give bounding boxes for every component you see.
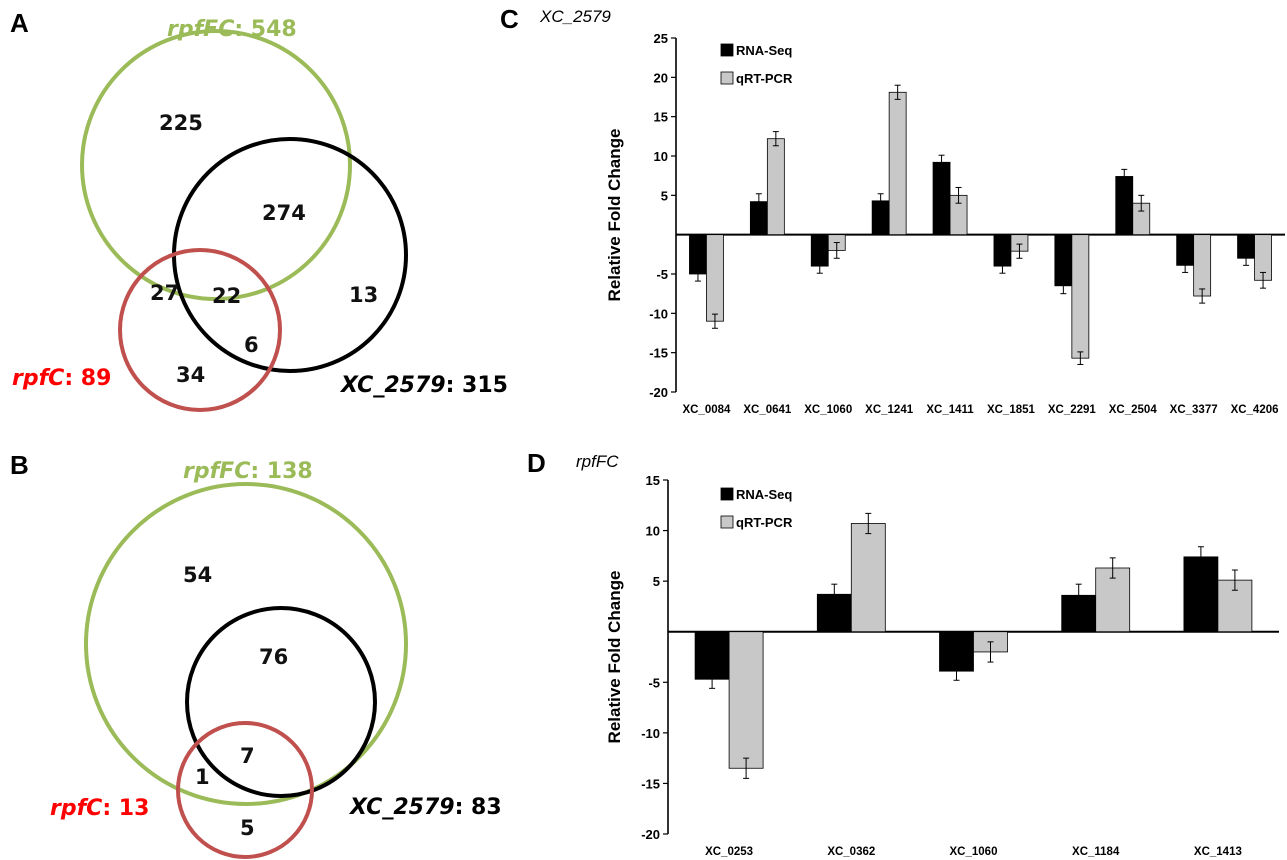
venn-a-circle-rpffc bbox=[80, 29, 352, 301]
y-tick-label: -15 bbox=[649, 346, 668, 361]
venn-a-count-rpffc-rpfc: 27 bbox=[150, 281, 179, 305]
x-tick-label: XC_1851 bbox=[987, 404, 1036, 416]
y-tick-label: -15 bbox=[641, 776, 660, 791]
y-tick-label: 25 bbox=[654, 31, 668, 46]
y-tick-label: -5 bbox=[648, 675, 660, 690]
panel-label-a: A bbox=[10, 8, 29, 38]
legend-label-qrt-pcr: qRT-PCR bbox=[736, 515, 793, 530]
venn-a-count-rpffc-only: 225 bbox=[159, 111, 203, 135]
venn-b-count-rpffc-xc: 76 bbox=[259, 645, 288, 669]
bar-qrt-pcr bbox=[1193, 234, 1212, 297]
venn-b-count-rpffc-rpfc: 1 bbox=[195, 765, 210, 789]
y-axis-label: Relative Fold Change bbox=[605, 571, 624, 744]
bar-qrt-pcr bbox=[1095, 567, 1131, 633]
x-tick-label: XC_2291 bbox=[1048, 404, 1097, 416]
chart-title: rpfFC bbox=[576, 452, 619, 471]
bar-qrt-pcr bbox=[850, 523, 886, 633]
x-tick-label: XC_0084 bbox=[682, 404, 731, 416]
y-tick-label: 15 bbox=[646, 473, 660, 488]
venn-diagram-a: rpfFC: 548 rpfC: 89 XC_2579: 315 225 274… bbox=[12, 17, 508, 412]
y-tick-label: 15 bbox=[654, 110, 668, 125]
y-tick-label: 10 bbox=[646, 524, 660, 539]
venn-a-count-all-three: 22 bbox=[212, 284, 241, 308]
bar-chart-d: rpfFC Relative Fold Change 15 10 5 -5 -10 -15 -2… bbox=[576, 452, 1279, 858]
panel-label-d: D bbox=[527, 448, 546, 478]
x-tick-label: XC_1241 bbox=[865, 404, 914, 416]
x-tick-label: XC_0641 bbox=[743, 404, 792, 416]
legend-swatch-qrt-pcr bbox=[720, 71, 734, 85]
bar-rna-seq bbox=[932, 161, 951, 236]
venn-b-xc2579-label: XC_2579: 83 bbox=[348, 795, 502, 820]
y-tick-label: 5 bbox=[653, 574, 660, 589]
bar-qrt-pcr bbox=[728, 631, 764, 769]
legend-swatch-rna-seq bbox=[720, 487, 734, 501]
panel-label-c: C bbox=[500, 4, 519, 34]
venn-a-rpfc-label: rpfC: 89 bbox=[12, 366, 111, 391]
venn-a-circle-rpfc bbox=[118, 248, 282, 412]
venn-b-count-rpfc-only: 5 bbox=[240, 816, 255, 840]
x-tick-label: XC_4206 bbox=[1231, 404, 1279, 416]
venn-b-count-rpffc-only: 54 bbox=[183, 563, 212, 587]
y-tick-label: 20 bbox=[654, 70, 668, 85]
legend-swatch-rna-seq bbox=[720, 43, 734, 57]
venn-b-circle-rpfc bbox=[176, 721, 314, 859]
y-tick-label: -20 bbox=[641, 827, 660, 842]
legend-label-rna-seq: RNA-Seq bbox=[736, 487, 792, 502]
venn-b-circle-xc2579 bbox=[185, 606, 377, 798]
venn-b-rpffc-label: rpfFC: 138 bbox=[183, 459, 313, 484]
chart-title: XC_2579 bbox=[539, 7, 611, 26]
x-tick-label: XC_1184 bbox=[1072, 846, 1120, 858]
venn-b-count-all-three: 7 bbox=[240, 744, 255, 768]
x-tick-label: XC_1060 bbox=[804, 404, 852, 416]
bar-qrt-pcr bbox=[706, 234, 724, 322]
venn-a-count-xc-only: 13 bbox=[349, 283, 378, 307]
legend-label-rna-seq: RNA-Seq bbox=[736, 43, 792, 58]
x-tick-label: XC_1413 bbox=[1194, 846, 1242, 858]
venn-a-count-rpffc-xc: 274 bbox=[262, 201, 306, 225]
y-tick-label: -5 bbox=[656, 267, 668, 282]
bar-chart-c: XC_2579 Relative Fold Change 25 20 15 10 5 -5 -1… bbox=[539, 7, 1285, 416]
x-tick-label: XC_1060 bbox=[950, 846, 998, 858]
venn-a-circle-xc2579 bbox=[172, 137, 408, 373]
x-tick-label: XC_1411 bbox=[926, 404, 974, 416]
y-axis-label: Relative Fold Change bbox=[605, 129, 624, 302]
y-tick-label: -10 bbox=[649, 306, 668, 321]
venn-a-count-rpfc-only: 34 bbox=[176, 363, 205, 387]
venn-diagram-b: rpfFC: 138 rpfC: 13 XC_2579: 83 54 76 1 … bbox=[50, 459, 502, 859]
bar-rna-seq bbox=[1115, 176, 1134, 236]
x-tick-label: XC_3377 bbox=[1170, 404, 1218, 416]
y-tick-label: 10 bbox=[654, 149, 668, 164]
x-tick-label: XC_0362 bbox=[827, 846, 875, 858]
venn-a-xc2579-label: XC_2579: 315 bbox=[339, 373, 508, 398]
y-tick-label: -10 bbox=[641, 726, 660, 741]
panel-label-b: B bbox=[10, 450, 29, 480]
legend-label-qrt-pcr: qRT-PCR bbox=[736, 71, 793, 86]
venn-b-rpfc-label: rpfC: 13 bbox=[50, 796, 149, 821]
legend-swatch-qrt-pcr bbox=[720, 515, 734, 529]
x-tick-label: XC_0253 bbox=[705, 846, 753, 858]
venn-a-rpffc-label: rpfFC: 548 bbox=[167, 17, 297, 42]
x-tick-label: XC_2504 bbox=[1109, 404, 1158, 416]
bar-rna-seq bbox=[1183, 556, 1219, 633]
venn-a-count-rpfc-xc: 6 bbox=[244, 333, 259, 357]
y-tick-label: -20 bbox=[649, 385, 668, 400]
bar-qrt-pcr bbox=[1071, 234, 1090, 359]
y-tick-label: 5 bbox=[661, 188, 668, 203]
bar-qrt-pcr bbox=[888, 91, 907, 236]
venn-b-circle-rpffc bbox=[84, 482, 408, 806]
bar-qrt-pcr bbox=[766, 138, 785, 236]
